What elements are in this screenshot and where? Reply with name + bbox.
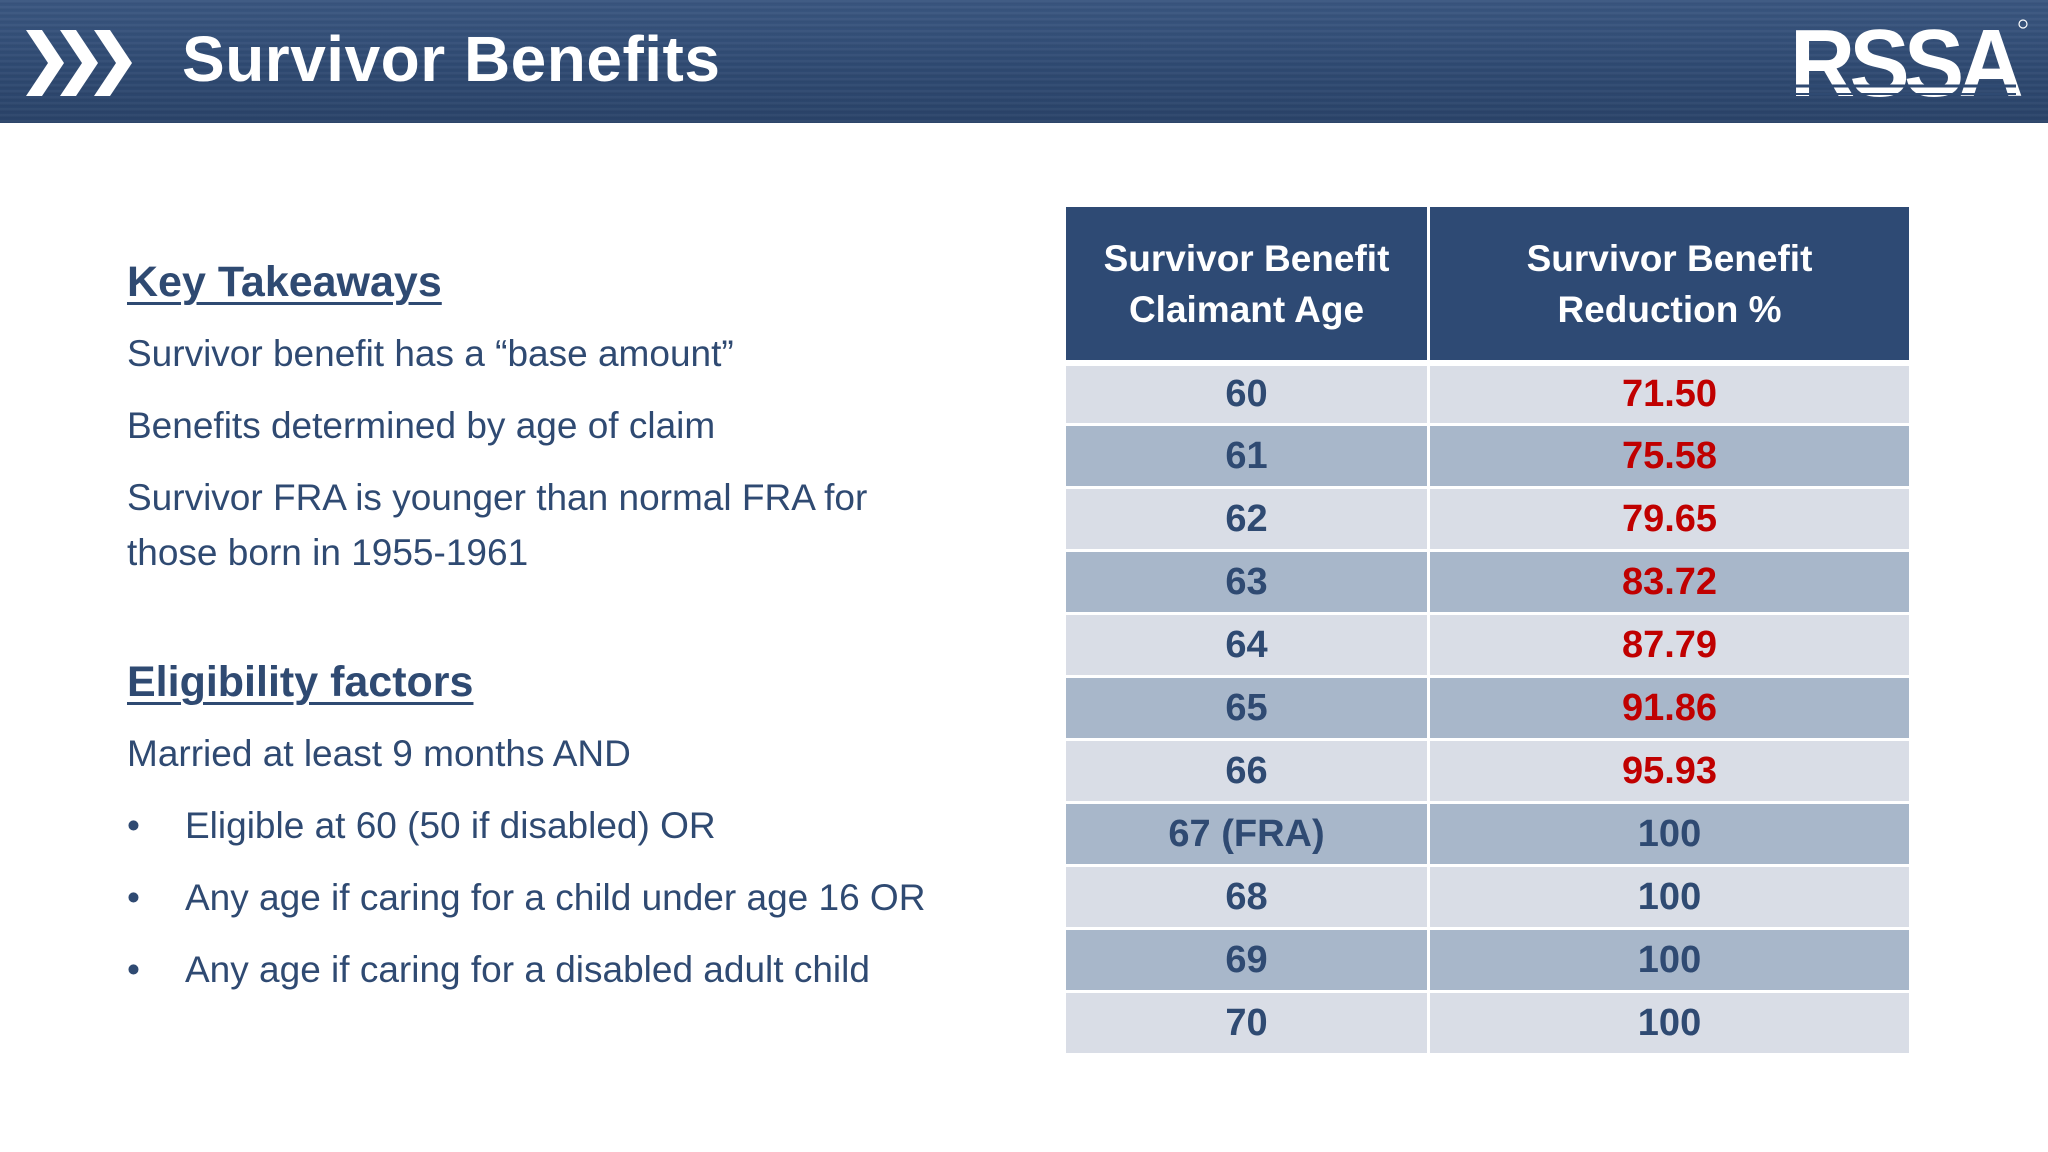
svg-text:RSSA: RSSA	[1790, 16, 2021, 108]
column-header-age: Survivor Benefit Claimant Age	[1066, 207, 1430, 360]
table-row: 69 100	[1066, 927, 1909, 990]
eligibility-bullet: • Any age if caring for a disabled adult…	[127, 942, 977, 997]
table-row: 64 87.79	[1066, 612, 1909, 675]
table-row: 63 83.72	[1066, 549, 1909, 612]
reduction-percent-cell: 100	[1430, 930, 1909, 990]
reduction-percent-cell: 100	[1430, 867, 1909, 927]
table-row: 65 91.86	[1066, 675, 1909, 738]
takeaway-item: Survivor FRA is younger than normal FRA …	[127, 477, 868, 573]
eligibility-bullet: • Eligible at 60 (50 if disabled) OR	[127, 798, 977, 853]
claimant-age-cell: 63	[1066, 552, 1430, 612]
header-banner: Survivor Benefits RSSA	[0, 0, 2048, 123]
key-takeaways-heading: Key Takeaways	[127, 258, 442, 306]
eligibility-bullet-text: Any age if caring for a disabled adult c…	[185, 949, 870, 990]
bullet-icon: •	[127, 949, 140, 990]
claimant-age-cell: 61	[1066, 426, 1430, 486]
table-row: 67 (FRA) 100	[1066, 801, 1909, 864]
reduction-percent-cell: 79.65	[1430, 489, 1909, 549]
table-row: 60 71.50	[1066, 360, 1909, 423]
reduction-percent-cell: 75.58	[1430, 426, 1909, 486]
eligibility-heading: Eligibility factors	[127, 658, 474, 706]
claimant-age-cell: 64	[1066, 615, 1430, 675]
table-header-row: Survivor Benefit Claimant Age Survivor B…	[1066, 207, 1909, 360]
rssa-logo: RSSA	[1790, 16, 2028, 108]
reduction-percent-cell: 100	[1430, 804, 1909, 864]
reduction-percent-cell: 87.79	[1430, 615, 1909, 675]
table-row: 68 100	[1066, 864, 1909, 927]
page-title: Survivor Benefits	[182, 23, 721, 95]
bullet-icon: •	[127, 805, 140, 846]
reduction-percent-cell: 100	[1430, 993, 1909, 1053]
chevrons-icon	[26, 30, 132, 96]
table-row: 62 79.65	[1066, 486, 1909, 549]
claimant-age-cell: 67 (FRA)	[1066, 804, 1430, 864]
claimant-age-cell: 62	[1066, 489, 1430, 549]
table-row: 70 100	[1066, 990, 1909, 1053]
eligibility-bullet-text: Eligible at 60 (50 if disabled) OR	[185, 805, 716, 846]
claimant-age-cell: 60	[1066, 366, 1430, 423]
claimant-age-cell: 68	[1066, 867, 1430, 927]
reduction-percent-cell: 71.50	[1430, 366, 1909, 423]
left-column: Key Takeaways Survivor benefit has a “ba…	[127, 252, 977, 997]
claimant-age-cell: 70	[1066, 993, 1430, 1053]
takeaway-item: Benefits determined by age of claim	[127, 405, 716, 446]
survivor-benefit-table: Survivor Benefit Claimant Age Survivor B…	[1066, 207, 1909, 1053]
eligibility-intro: Married at least 9 months AND	[127, 733, 631, 774]
claimant-age-cell: 69	[1066, 930, 1430, 990]
table-body: 60 71.50 61 75.58 62 79.65 63 83.72 64 87.79 65 91.…	[1066, 360, 1909, 1053]
reduction-percent-cell: 83.72	[1430, 552, 1909, 612]
column-header-reduction: Survivor Benefit Reduction %	[1430, 207, 1909, 360]
table-row: 61 75.58	[1066, 423, 1909, 486]
table-row: 66 95.93	[1066, 738, 1909, 801]
takeaway-item: Survivor benefit has a “base amount”	[127, 333, 734, 374]
claimant-age-cell: 65	[1066, 678, 1430, 738]
eligibility-bullet: • Any age if caring for a child under ag…	[127, 870, 977, 925]
reduction-percent-cell: 95.93	[1430, 741, 1909, 801]
claimant-age-cell: 66	[1066, 741, 1430, 801]
eligibility-bullet-text: Any age if caring for a child under age …	[185, 877, 926, 918]
bullet-icon: •	[127, 877, 140, 918]
reduction-percent-cell: 91.86	[1430, 678, 1909, 738]
